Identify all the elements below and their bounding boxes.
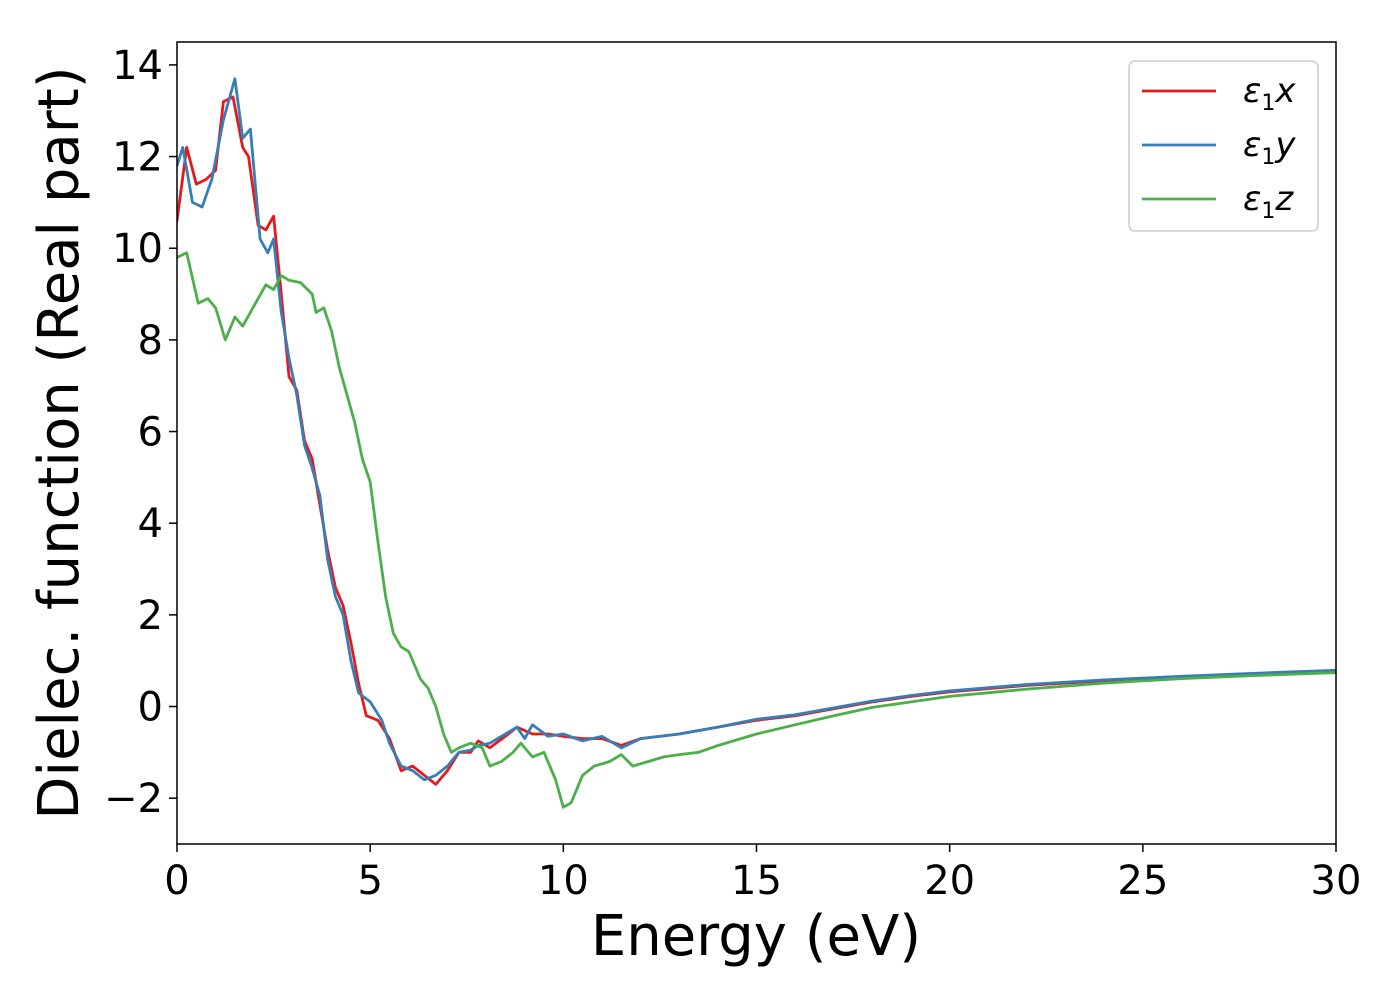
x-tick-label: 10 [538,858,589,904]
x-tick-label: 20 [924,858,975,904]
x-axis: 0 5 10 15 20 25 30 [164,844,1361,904]
y-axis: −2 0 2 4 6 8 10 12 14 [104,43,177,822]
y-tick-label: −2 [104,776,163,822]
legend-box [1128,60,1319,232]
series-line-y [177,77,1336,782]
y-tick-label: 6 [138,410,163,456]
x-axis-title: Energy (eV) [591,904,921,969]
y-tick-label: 14 [112,43,163,89]
legend-label-z: ε1z [1243,179,1294,224]
y-tick-label: 10 [112,226,163,272]
legend: ε1x ε1y ε1z [1128,60,1319,232]
x-tick-label: 30 [1311,858,1362,904]
x-tick-label: 0 [164,858,189,904]
y-axis-title: Dielec. function (Real part) [27,66,92,819]
series-line-z [177,251,1336,809]
legend-label-x: ε1x [1243,71,1296,116]
legend-label-y: ε1y [1243,125,1296,170]
y-tick-label: 8 [138,318,163,364]
y-tick-label: 12 [112,135,163,181]
y-tick-label: 4 [138,501,163,547]
y-tick-label: 2 [138,593,163,639]
y-tick-label: 0 [138,685,163,731]
series-layer [177,77,1336,809]
x-tick-label: 5 [357,858,382,904]
x-tick-label: 15 [731,858,782,904]
x-tick-label: 25 [1117,858,1168,904]
